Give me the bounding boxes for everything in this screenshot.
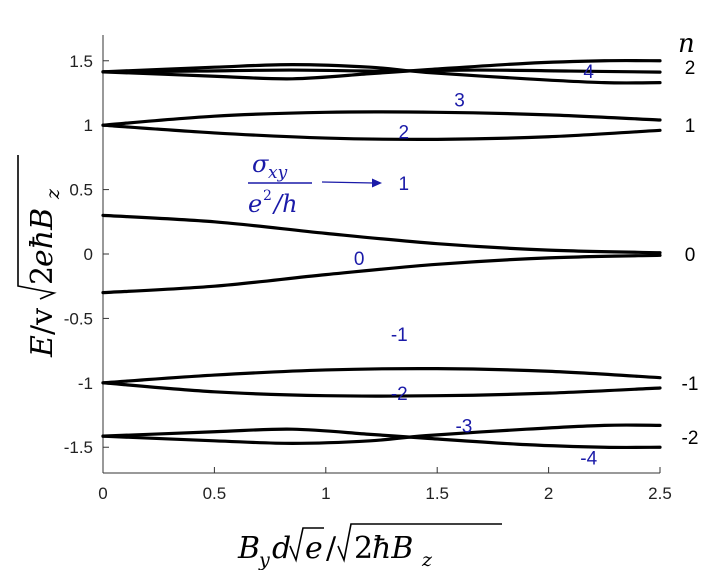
y-tick-label: -1 <box>78 374 93 393</box>
hall-value-label: -4 <box>580 449 597 470</box>
axes <box>102 35 660 474</box>
hall-value-label: 2 <box>398 123 409 144</box>
svg-text:z: z <box>42 188 64 200</box>
landau-level-curve-9 <box>101 427 662 450</box>
hall-value-label: 4 <box>583 62 594 83</box>
svg-text:2: 2 <box>25 266 60 285</box>
svg-text:y: y <box>258 549 270 570</box>
n-label: -1 <box>682 374 699 395</box>
hall-conductance-label: σ xy e 2 /h <box>248 150 382 218</box>
y-tick-label: -0.5 <box>64 309 93 328</box>
landau-level-curve-7 <box>101 366 662 385</box>
denominator-rest: /h <box>272 190 298 218</box>
landau-level-curve-1 <box>101 58 662 81</box>
landau-level-curve-6 <box>101 253 662 295</box>
y-tick-label: -1.5 <box>64 438 93 457</box>
svg-text:e: e <box>305 531 323 566</box>
y-ticks: 1.5 1 0.5 0 -0.5 -1 -1.5 <box>64 52 109 457</box>
hall-value-label: -1 <box>391 325 408 346</box>
x-tick-label: 1.5 <box>425 484 449 503</box>
y-axis-label: E /v 2 eħB z <box>17 155 64 358</box>
hall-value-label: 1 <box>398 174 409 195</box>
y-tick-label: 1.5 <box>69 52 93 71</box>
sigma-symbol: σ <box>252 150 269 178</box>
hall-value-label: -3 <box>455 416 472 437</box>
svg-text:E: E <box>25 335 60 358</box>
landau-level-curve-8 <box>101 381 662 398</box>
svg-text:/: / <box>326 531 337 566</box>
y-tick-label: 1 <box>84 116 93 135</box>
landau-level-curve-0 <box>101 68 662 74</box>
landau-level-curve-10 <box>101 423 662 445</box>
arrow-line <box>321 181 375 184</box>
landau-level-curve-5 <box>101 213 662 255</box>
svg-text:eħB: eħB <box>25 208 60 267</box>
svg-text:2: 2 <box>354 531 373 566</box>
arrow-head <box>372 178 382 188</box>
sigma-subscript: xy <box>268 163 288 183</box>
x-tick-label: 1 <box>321 484 330 503</box>
n-label: 0 <box>685 245 696 266</box>
n-header: n <box>678 29 695 59</box>
x-tick-label: 2.5 <box>648 484 672 503</box>
svg-text:B: B <box>237 531 260 566</box>
y-tick-label: 0 <box>84 245 93 264</box>
landau-level-curve-4 <box>101 123 662 142</box>
n-label: 2 <box>685 58 696 79</box>
hall-value-label: -2 <box>391 384 408 405</box>
n-label: -2 <box>682 428 699 449</box>
hall-value-label: 0 <box>354 249 365 270</box>
svg-text:/v: /v <box>25 308 60 335</box>
curves <box>101 58 662 450</box>
x-tick-label: 0 <box>98 484 107 503</box>
denominator-e: e <box>248 190 262 218</box>
hall-value-label: 3 <box>454 90 465 111</box>
x-ticks: 0 0.5 1 1.5 2 2.5 <box>98 467 672 503</box>
n-label: 1 <box>685 116 696 137</box>
svg-text:d: d <box>272 531 291 566</box>
svg-text:z: z <box>421 549 433 570</box>
n-labels: 2 1 0 -1 -2 <box>682 58 699 449</box>
annotations: 4 3 2 1 0 -1 -2 -3 -4 <box>354 62 598 469</box>
svg-text:ħB: ħB <box>372 531 413 566</box>
x-axis-label: B y d e / 2 ħB z <box>237 523 502 570</box>
landau-level-curve-3 <box>101 110 662 127</box>
x-tick-label: 0.5 <box>203 484 227 503</box>
y-tick-label: 0.5 <box>69 181 93 200</box>
x-tick-label: 2 <box>544 484 553 503</box>
landau-level-curve-2 <box>101 63 662 85</box>
denominator-sup: 2 <box>263 188 272 204</box>
